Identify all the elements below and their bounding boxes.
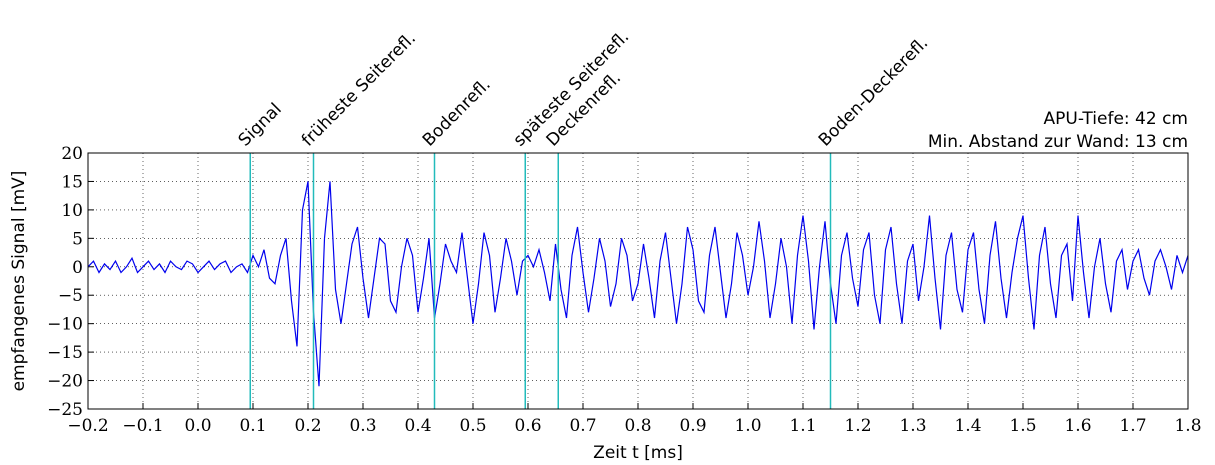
x-tick-label: 1.6: [1064, 416, 1091, 436]
info-line: Min. Abstand zur Wand: 13 cm: [928, 132, 1188, 152]
y-tick-label: 10: [61, 201, 83, 221]
y-axis-label: empfangenes Signal [mV]: [9, 171, 29, 392]
x-tick-label: 0.0: [184, 416, 211, 436]
x-tick-label: 0.6: [514, 416, 541, 436]
y-tick-label: 5: [72, 229, 83, 249]
x-tick-label: −0.2: [67, 416, 108, 436]
info-line: APU-Tiefe: 42 cm: [1044, 109, 1188, 129]
x-axis-label: Zeit t [ms]: [593, 443, 683, 463]
x-tick-label: 0.9: [679, 416, 706, 436]
annotation-label: Signal: [235, 99, 286, 150]
x-tick-label: 1.0: [734, 416, 761, 436]
x-tick-label: 0.1: [239, 416, 266, 436]
x-tick-label: −0.1: [122, 416, 163, 436]
y-tick-label: −5: [58, 286, 83, 306]
x-tick-label: 1.4: [954, 416, 981, 436]
x-tick-label: 1.3: [899, 416, 926, 436]
annotation-label: früheste Seiterefl.: [298, 28, 420, 150]
annotation-label: Boden-Deckerefl.: [815, 33, 932, 150]
y-tick-label: −15: [47, 343, 83, 363]
x-tick-label: 1.5: [1009, 416, 1036, 436]
x-tick-label: 0.2: [294, 416, 321, 436]
y-tick-label: −25: [47, 400, 83, 420]
y-tick-label: 20: [61, 144, 83, 164]
y-tick-label: 15: [61, 172, 83, 192]
x-tick-label: 0.7: [569, 416, 596, 436]
x-tick-label: 0.5: [459, 416, 486, 436]
x-tick-label: 0.3: [349, 416, 376, 436]
x-tick-label: 1.1: [789, 416, 816, 436]
plot-frame: [87, 152, 1189, 410]
x-tick-label: 0.8: [624, 416, 651, 436]
y-tick-label: −10: [47, 315, 83, 335]
annotation-label: Bodenrefl.: [419, 75, 495, 151]
x-tick-label: 1.2: [844, 416, 871, 436]
y-tick-label: 0: [72, 258, 83, 278]
x-tick-label: 1.7: [1119, 416, 1146, 436]
y-tick-label: −20: [47, 372, 83, 392]
x-tick-label: 0.4: [404, 416, 431, 436]
signal-line: [87, 181, 1189, 387]
x-tick-label: 1.8: [1174, 416, 1201, 436]
